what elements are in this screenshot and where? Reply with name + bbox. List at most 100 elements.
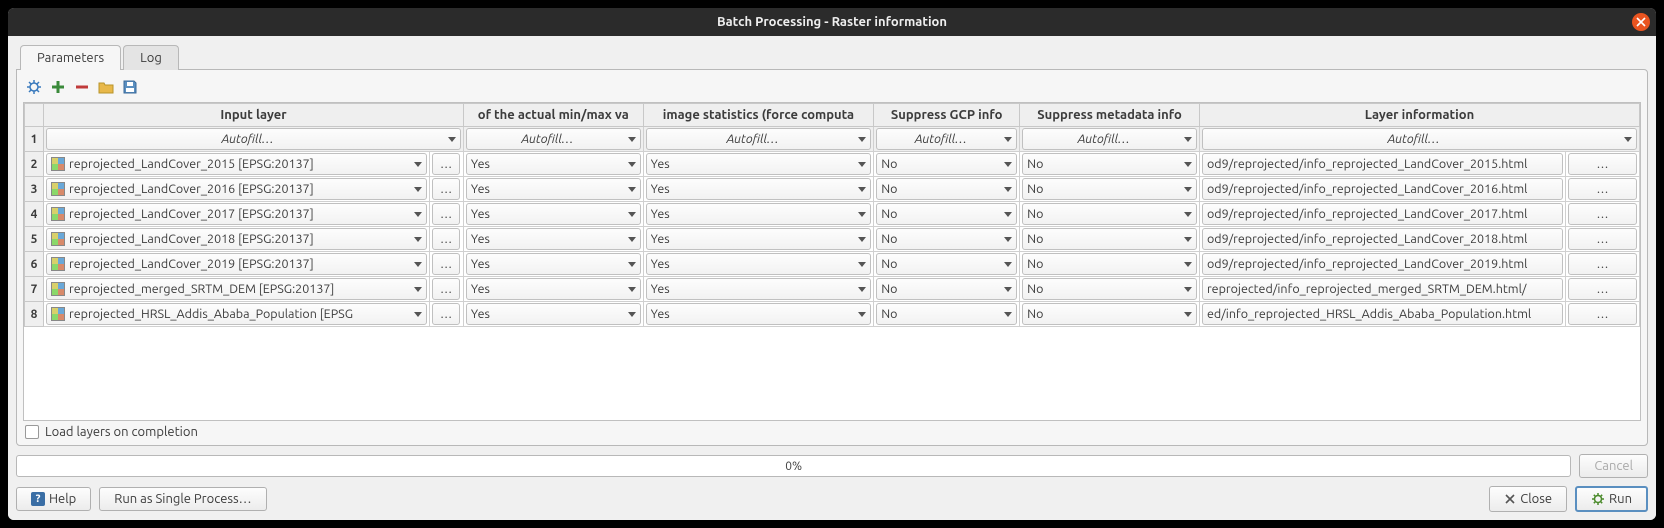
input-browse-button[interactable]: … bbox=[432, 203, 460, 225]
input-browse-button[interactable]: … bbox=[432, 153, 460, 175]
autofill-minmax[interactable]: Autofill… bbox=[466, 128, 641, 150]
load-layers-checkbox[interactable] bbox=[25, 425, 39, 439]
output-browse-button[interactable]: … bbox=[1568, 253, 1637, 275]
table-empty-area bbox=[24, 327, 1640, 420]
output-path[interactable]: od9/reprojected/info_reprojected_LandCov… bbox=[1202, 253, 1563, 275]
table-row: 8reprojected_HRSL_Addis_Ababa_Population… bbox=[25, 302, 1640, 327]
meta-select[interactable]: No bbox=[1022, 303, 1197, 325]
stats-select[interactable]: Yes bbox=[646, 153, 872, 175]
autofill-input[interactable]: Autofill… bbox=[46, 128, 461, 150]
stats-select[interactable]: Yes bbox=[646, 303, 872, 325]
gcp-select[interactable]: No bbox=[876, 178, 1017, 200]
input-layer-select[interactable]: reprojected_LandCover_2019 [EPSG:20137] bbox=[46, 253, 427, 275]
output-path[interactable]: od9/reprojected/info_reprojected_LandCov… bbox=[1202, 178, 1563, 200]
input-layer-select[interactable]: reprojected_merged_SRTM_DEM [EPSG:20137] bbox=[46, 278, 427, 300]
progress-bar: 0% bbox=[16, 455, 1571, 477]
minmax-select[interactable]: Yes bbox=[466, 153, 641, 175]
autofill-gcp[interactable]: Autofill… bbox=[876, 128, 1017, 150]
gcp-select[interactable]: No bbox=[876, 153, 1017, 175]
titlebar: Batch Processing - Raster information bbox=[8, 8, 1656, 36]
col-gcp[interactable]: Suppress GCP info bbox=[874, 104, 1020, 127]
rownum-cell: 6 bbox=[25, 252, 44, 277]
minmax-select[interactable]: Yes bbox=[466, 303, 641, 325]
input-layer-select[interactable]: reprojected_LandCover_2016 [EPSG:20137] bbox=[46, 178, 427, 200]
help-button[interactable]: ?Help bbox=[16, 487, 91, 511]
autofill-stats[interactable]: Autofill… bbox=[646, 128, 872, 150]
tab-log[interactable]: Log bbox=[123, 45, 179, 70]
window-close-button[interactable] bbox=[1632, 13, 1650, 31]
close-x-icon bbox=[1504, 493, 1516, 505]
output-browse-button[interactable]: … bbox=[1568, 278, 1637, 300]
stats-select[interactable]: Yes bbox=[646, 253, 872, 275]
help-icon: ? bbox=[31, 492, 45, 506]
autofill-meta[interactable]: Autofill… bbox=[1022, 128, 1197, 150]
output-path[interactable]: ed/info_reprojected_HRSL_Addis_Ababa_Pop… bbox=[1202, 303, 1563, 325]
meta-select[interactable]: No bbox=[1022, 203, 1197, 225]
autofill-layerinfo[interactable]: Autofill… bbox=[1202, 128, 1637, 150]
table-row: 7reprojected_merged_SRTM_DEM [EPSG:20137… bbox=[25, 277, 1640, 302]
output-browse-button[interactable]: … bbox=[1568, 303, 1637, 325]
meta-select[interactable]: No bbox=[1022, 253, 1197, 275]
stats-select[interactable]: Yes bbox=[646, 178, 872, 200]
meta-select[interactable]: No bbox=[1022, 178, 1197, 200]
tab-parameters[interactable]: Parameters bbox=[20, 45, 121, 70]
input-layer-select[interactable]: reprojected_LandCover_2018 [EPSG:20137] bbox=[46, 228, 427, 250]
input-layer-select[interactable]: reprojected_HRSL_Addis_Ababa_Population … bbox=[46, 303, 427, 325]
input-browse-button[interactable]: … bbox=[432, 303, 460, 325]
table-row: 4reprojected_LandCover_2017 [EPSG:20137]… bbox=[25, 202, 1640, 227]
minmax-select[interactable]: Yes bbox=[466, 178, 641, 200]
col-stats[interactable]: image statistics (force computa bbox=[643, 104, 874, 127]
minmax-select[interactable]: Yes bbox=[466, 253, 641, 275]
minmax-select[interactable]: Yes bbox=[466, 228, 641, 250]
gcp-select[interactable]: No bbox=[876, 253, 1017, 275]
output-path[interactable]: od9/reprojected/info_reprojected_LandCov… bbox=[1202, 228, 1563, 250]
output-browse-button[interactable]: … bbox=[1568, 153, 1637, 175]
input-browse-button[interactable]: … bbox=[432, 253, 460, 275]
save-icon[interactable] bbox=[121, 78, 139, 96]
rownum-cell: 3 bbox=[25, 177, 44, 202]
stats-select[interactable]: Yes bbox=[646, 203, 872, 225]
minmax-select[interactable]: Yes bbox=[466, 278, 641, 300]
gcp-select[interactable]: No bbox=[876, 228, 1017, 250]
col-minmax[interactable]: of the actual min/max va bbox=[463, 104, 643, 127]
meta-select[interactable]: No bbox=[1022, 228, 1197, 250]
raster-icon bbox=[51, 257, 65, 271]
output-browse-button[interactable]: … bbox=[1568, 228, 1637, 250]
rownum-1: 1 bbox=[25, 127, 44, 152]
input-layer-select[interactable]: reprojected_LandCover_2017 [EPSG:20137] bbox=[46, 203, 427, 225]
window-title: Batch Processing - Raster information bbox=[717, 15, 947, 29]
output-path[interactable]: /reprojected/info_reprojected_merged_SRT… bbox=[1202, 278, 1563, 300]
gcp-select[interactable]: No bbox=[876, 278, 1017, 300]
gcp-select[interactable]: No bbox=[876, 203, 1017, 225]
output-path[interactable]: od9/reprojected/info_reprojected_LandCov… bbox=[1202, 153, 1563, 175]
advanced-icon[interactable] bbox=[25, 78, 43, 96]
remove-row-icon[interactable] bbox=[73, 78, 91, 96]
close-icon bbox=[1636, 17, 1646, 27]
add-row-icon[interactable] bbox=[49, 78, 67, 96]
stats-select[interactable]: Yes bbox=[646, 228, 872, 250]
input-browse-button[interactable]: … bbox=[432, 228, 460, 250]
input-browse-button[interactable]: … bbox=[432, 278, 460, 300]
stats-select[interactable]: Yes bbox=[646, 278, 872, 300]
col-meta[interactable]: Suppress metadata info bbox=[1020, 104, 1200, 127]
load-layers-row: Load layers on completion bbox=[23, 421, 1641, 439]
run-button[interactable]: Run bbox=[1575, 486, 1648, 512]
output-browse-button[interactable]: … bbox=[1568, 203, 1637, 225]
autofill-row: 1 Autofill… Autofill… Autofill… Autofill… bbox=[25, 127, 1640, 152]
col-layerinfo[interactable]: Layer information bbox=[1199, 104, 1639, 127]
rownum-cell: 7 bbox=[25, 277, 44, 302]
meta-select[interactable]: No bbox=[1022, 153, 1197, 175]
minmax-select[interactable]: Yes bbox=[466, 203, 641, 225]
open-icon[interactable] bbox=[97, 78, 115, 96]
gcp-select[interactable]: No bbox=[876, 303, 1017, 325]
input-layer-select[interactable]: reprojected_LandCover_2015 [EPSG:20137] bbox=[46, 153, 427, 175]
close-button[interactable]: Close bbox=[1489, 486, 1567, 512]
run-single-button[interactable]: Run as Single Process… bbox=[99, 487, 266, 511]
col-input-layer[interactable]: Input layer bbox=[44, 104, 464, 127]
output-path[interactable]: od9/reprojected/info_reprojected_LandCov… bbox=[1202, 203, 1563, 225]
meta-select[interactable]: No bbox=[1022, 278, 1197, 300]
output-browse-button[interactable]: … bbox=[1568, 178, 1637, 200]
progress-row: 0% Cancel bbox=[16, 446, 1648, 486]
raster-icon bbox=[51, 232, 65, 246]
input-browse-button[interactable]: … bbox=[432, 178, 460, 200]
